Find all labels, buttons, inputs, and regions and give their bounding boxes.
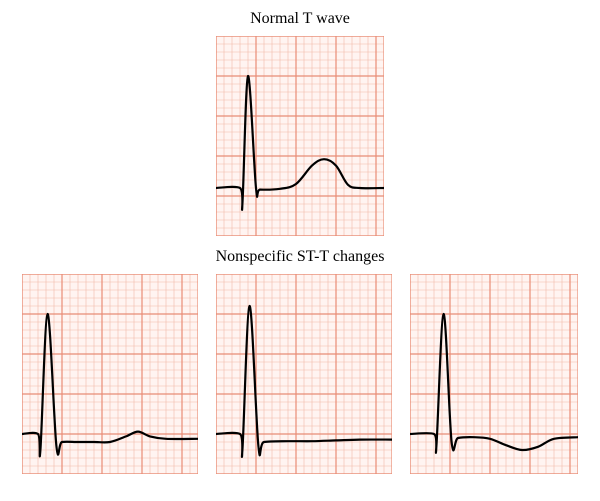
panel-stt-change-1 [22,274,198,474]
ecg-grid [216,274,392,474]
top-row [10,36,590,236]
bottom-title: Nonspecific ST-T changes [10,248,590,266]
ecg-grid [22,274,198,474]
panel-stt-change-2 [216,274,392,474]
ecg-grid [410,274,578,474]
panel-stt-change-3 [410,274,578,474]
ecg-grid [216,36,384,236]
panel-normal-t-wave [216,36,384,236]
top-title: Normal T wave [10,10,590,28]
bottom-row [10,274,590,474]
